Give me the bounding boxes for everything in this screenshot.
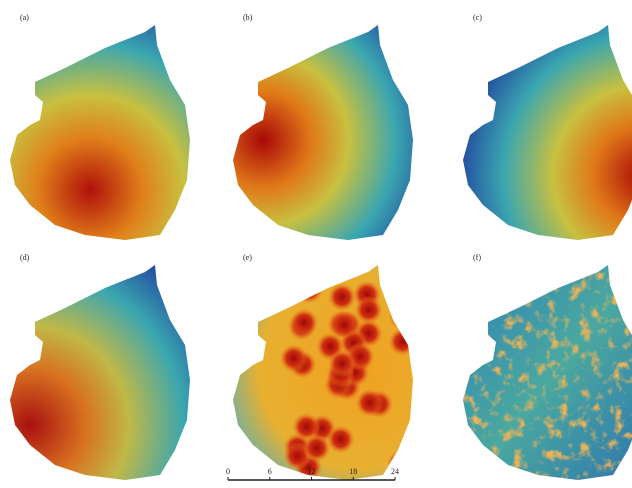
map — [458, 10, 632, 250]
map-panel: (a) — [5, 10, 205, 250]
panel-label: (e) — [243, 253, 252, 262]
panel-label: (d) — [20, 253, 30, 262]
map-fill — [5, 10, 205, 250]
hotspot — [303, 434, 331, 462]
hotspot — [280, 344, 308, 372]
panel-label: (b) — [243, 13, 253, 22]
page: (a)(b)(c)(d)(e)(f)06121824 (() => { cons… — [0, 0, 632, 488]
figure: (a) (b) (c) (d) (e) (f) 0 6 12 18 24 — [0, 0, 632, 488]
map-panel: (e) — [228, 250, 428, 488]
hotspot — [389, 328, 417, 356]
scale-label: 18 — [349, 467, 357, 476]
map — [458, 250, 632, 488]
map-fill — [458, 10, 632, 250]
texture — [458, 250, 632, 488]
panel-label: (f) — [473, 253, 481, 262]
hotspot — [328, 283, 356, 311]
map-fill — [5, 250, 205, 488]
hotspot — [389, 302, 417, 330]
hotspot — [328, 349, 356, 377]
map-panel: (f) — [458, 250, 632, 488]
map — [228, 250, 428, 488]
panel-label: (c) — [473, 13, 482, 22]
scale-label: 0 — [226, 467, 230, 476]
map-panel: (d) — [5, 250, 205, 488]
hotspot — [290, 309, 318, 337]
hotspot — [295, 276, 323, 304]
map — [5, 250, 205, 488]
scale-label: 6 — [268, 467, 272, 476]
map-panel: (b) — [228, 10, 428, 250]
map-fill — [228, 10, 428, 250]
hotspot — [327, 425, 355, 453]
hotspot — [330, 311, 358, 339]
hotspot — [356, 389, 384, 417]
map — [228, 10, 428, 250]
scale-label: 12 — [308, 467, 316, 476]
map-panel: (c) — [458, 10, 632, 250]
map — [5, 10, 205, 250]
scale-label: 24 — [391, 467, 399, 476]
panel-label: (a) — [20, 13, 29, 22]
